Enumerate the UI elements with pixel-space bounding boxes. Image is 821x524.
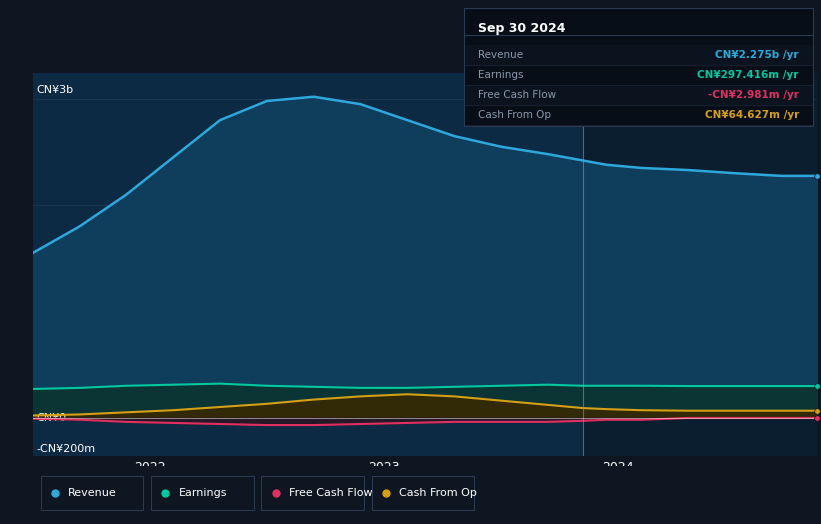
Text: CN¥3b: CN¥3b	[37, 85, 74, 95]
Bar	[464, 45, 813, 65]
FancyBboxPatch shape	[41, 476, 143, 509]
Text: Free Cash Flow: Free Cash Flow	[478, 90, 556, 100]
Text: Revenue: Revenue	[68, 487, 117, 498]
Text: Past: Past	[788, 85, 813, 98]
Text: CN¥0: CN¥0	[37, 412, 67, 423]
Text: -CN¥2.981m /yr: -CN¥2.981m /yr	[708, 90, 799, 100]
Text: Earnings: Earnings	[478, 70, 523, 80]
Text: Cash From Op: Cash From Op	[399, 487, 477, 498]
Text: Earnings: Earnings	[179, 487, 227, 498]
FancyBboxPatch shape	[372, 476, 475, 509]
Bar	[464, 85, 813, 105]
Text: CN¥64.627m /yr: CN¥64.627m /yr	[704, 110, 799, 120]
Text: CN¥297.416m /yr: CN¥297.416m /yr	[698, 70, 799, 80]
Bar	[583, 73, 817, 456]
Text: Cash From Op: Cash From Op	[478, 110, 551, 120]
Text: Free Cash Flow: Free Cash Flow	[289, 487, 373, 498]
Text: -CN¥200m: -CN¥200m	[37, 443, 96, 454]
FancyBboxPatch shape	[261, 476, 364, 509]
Text: Revenue: Revenue	[478, 50, 523, 60]
Text: CN¥2.275b /yr: CN¥2.275b /yr	[715, 50, 799, 60]
FancyBboxPatch shape	[151, 476, 254, 509]
Text: Sep 30 2024: Sep 30 2024	[478, 22, 566, 35]
Bar	[33, 73, 583, 456]
